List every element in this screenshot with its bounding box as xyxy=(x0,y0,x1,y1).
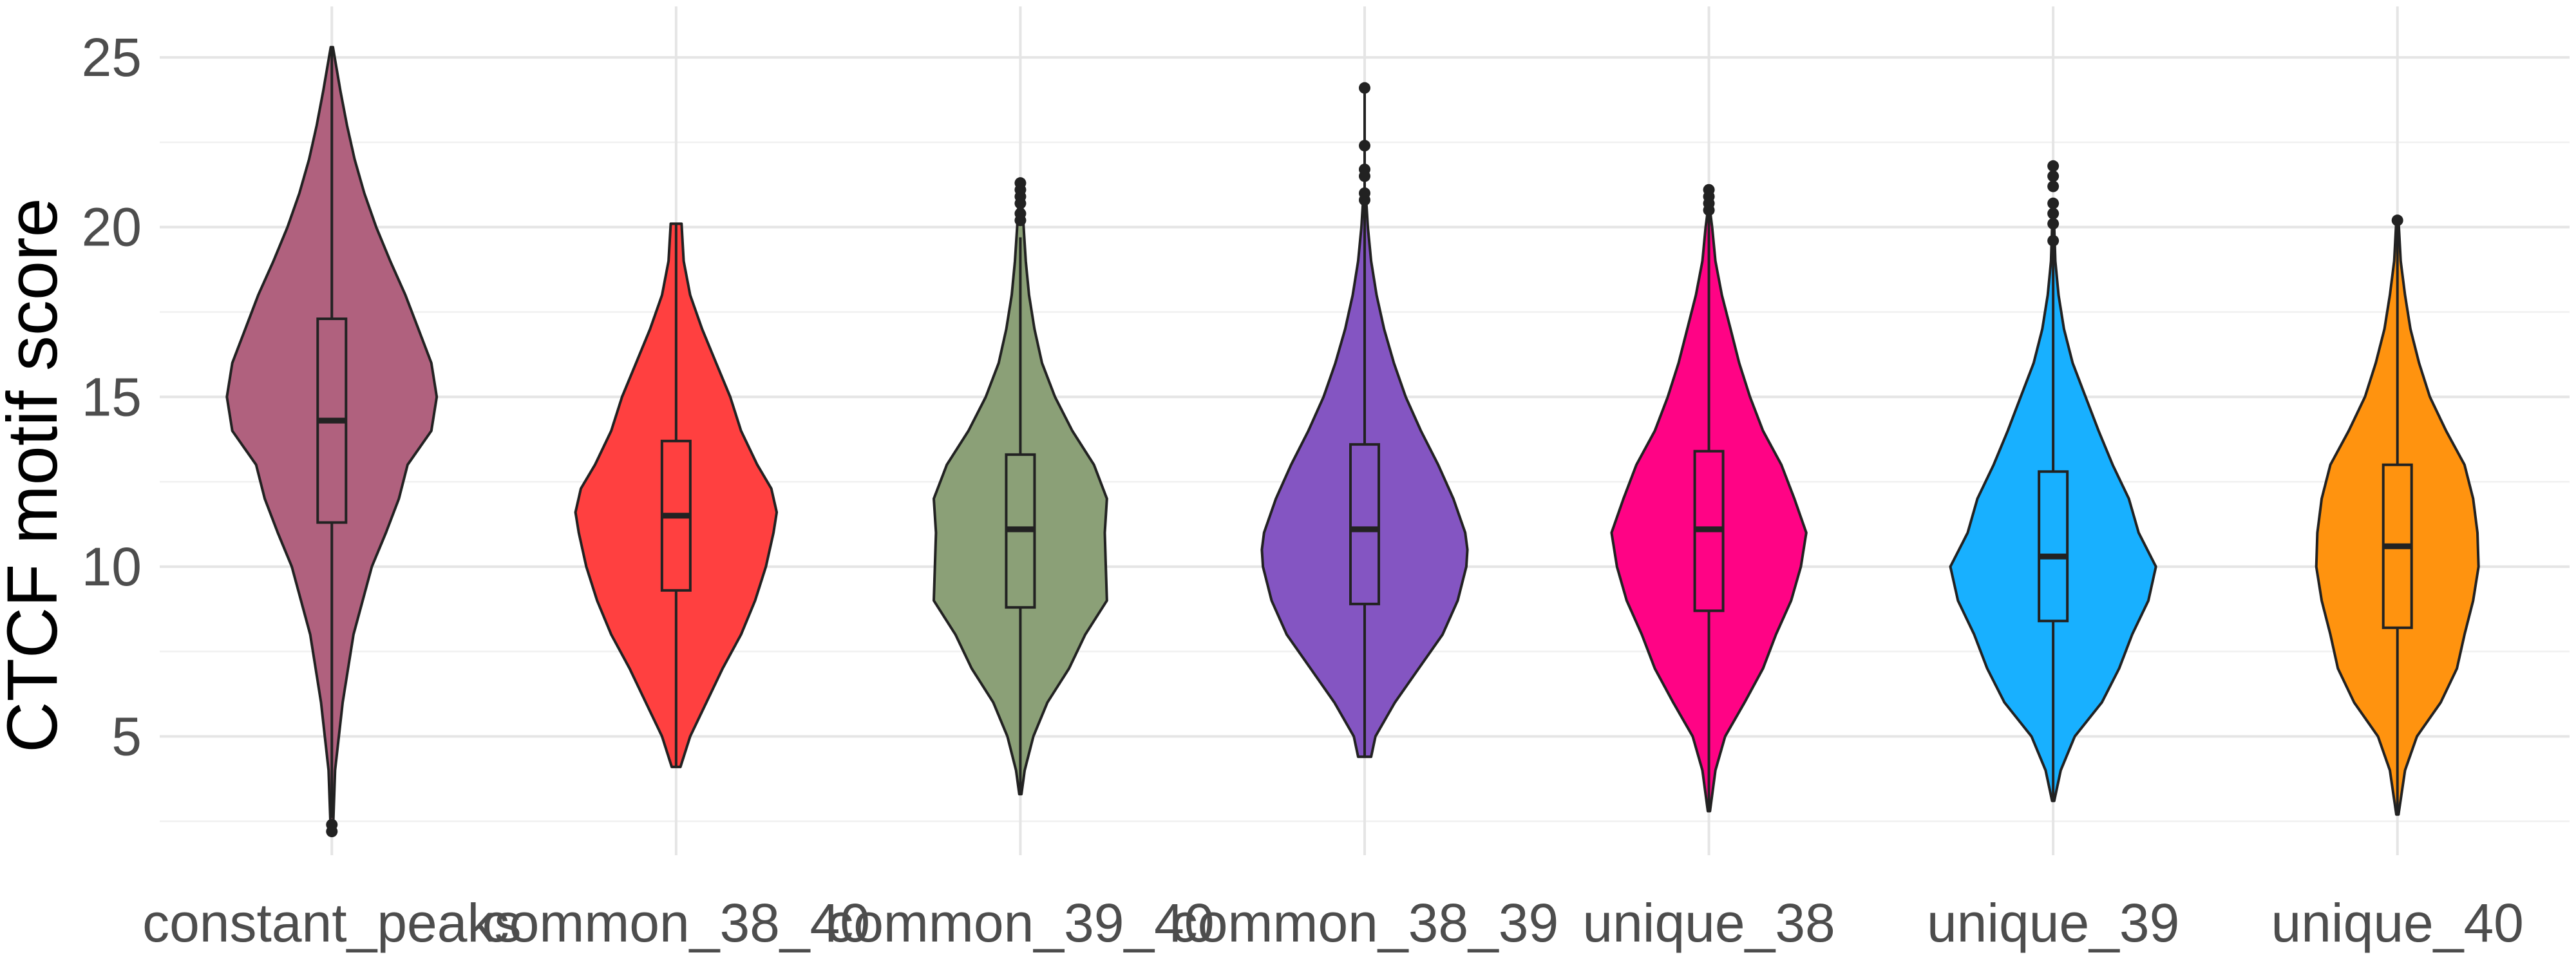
outlier-point xyxy=(2047,207,2060,220)
y-tick-label: 10 xyxy=(82,536,142,597)
x-tick-label: unique_39 xyxy=(1927,893,2179,953)
x-tick-label: common_38_39 xyxy=(1171,893,1558,953)
outlier-point xyxy=(2047,160,2060,172)
outlier-point xyxy=(2047,218,2060,230)
y-axis-ticks: 5 10 15 20 25 xyxy=(82,27,142,766)
outlier-point xyxy=(1014,207,1027,220)
x-tick-label: unique_40 xyxy=(2271,893,2524,953)
x-axis-ticks: constant_peakscommon_38_40common_39_40co… xyxy=(142,893,2524,953)
violin-group-unique_39 xyxy=(1949,160,2157,802)
outlier-point xyxy=(326,819,338,831)
outlier-point xyxy=(2047,180,2060,193)
outlier-point xyxy=(2391,214,2403,227)
y-tick-label: 25 xyxy=(82,27,142,88)
violin-group-common_38_39 xyxy=(1260,82,1469,759)
violin-layer xyxy=(225,46,2480,838)
outlier-point xyxy=(2047,170,2060,182)
box-iqr xyxy=(2038,470,2069,623)
outlier-point xyxy=(2047,234,2060,247)
outlier-point xyxy=(1014,177,1027,189)
outlier-point xyxy=(2047,197,2060,209)
y-axis-title: CTCF motif score xyxy=(0,198,72,753)
x-tick-label: common_39_40 xyxy=(826,893,1214,953)
outlier-point xyxy=(1703,184,1715,196)
outlier-point xyxy=(1359,82,1370,94)
violin-group-common_39_40 xyxy=(933,177,1108,796)
y-tick-label: 20 xyxy=(82,197,142,258)
violin-group-constant_peaks xyxy=(225,46,439,838)
outlier-point xyxy=(1359,187,1370,199)
box-iqr xyxy=(1349,443,1380,605)
violin-group-unique_40 xyxy=(2315,214,2480,816)
outlier-point xyxy=(1359,164,1370,176)
x-tick-label: common_38_40 xyxy=(482,893,870,953)
y-tick-label: 5 xyxy=(111,706,142,766)
outlier-point xyxy=(1359,140,1370,152)
y-tick-label: 15 xyxy=(82,366,142,427)
x-tick-label: constant_peaks xyxy=(142,893,521,953)
violin-group-unique_38 xyxy=(1610,184,1808,813)
violin-group-common_38_40 xyxy=(574,222,779,768)
x-tick-label: unique_38 xyxy=(1582,893,1835,953)
